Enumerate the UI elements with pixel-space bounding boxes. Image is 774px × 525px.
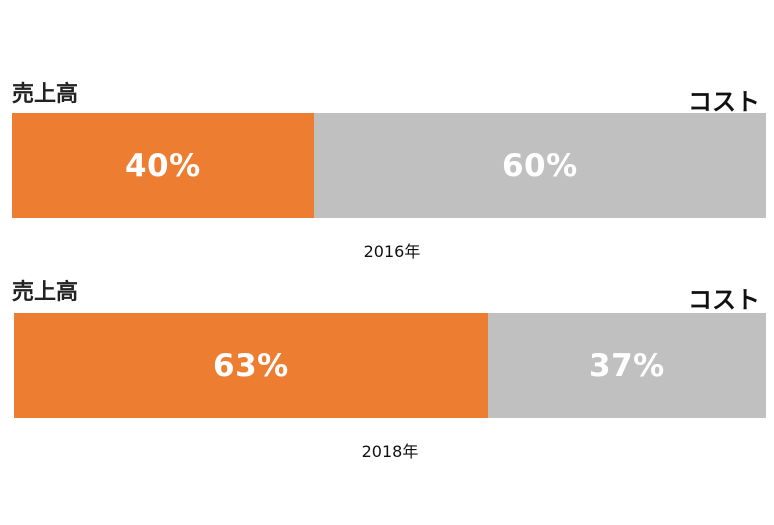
sales-value-label-2018: 63%	[213, 347, 289, 384]
sales-label-2018: 売上高	[12, 280, 79, 305]
cost-label-2016: コスト	[688, 88, 760, 116]
sales-segment-2016: 40%	[12, 113, 314, 218]
cost-value-label-2018: 37%	[589, 347, 665, 384]
cost-segment-2018: 37%	[487, 313, 766, 418]
cost-segment-2016: 60%	[313, 113, 766, 218]
stacked-bar-2018: 63% 37%	[14, 313, 766, 418]
sales-segment-2018: 63%	[14, 313, 488, 418]
year-label-2016: 2016年	[363, 242, 421, 261]
sales-label-2016: 売上高	[12, 82, 79, 107]
sales-value-label-2016: 40%	[124, 147, 201, 184]
cost-label-2018: コスト	[688, 286, 760, 314]
stacked-bar-2016: 40% 60%	[12, 113, 766, 218]
cost-value-label-2016: 60%	[501, 147, 578, 184]
year-label-2018: 2018年	[361, 442, 419, 461]
